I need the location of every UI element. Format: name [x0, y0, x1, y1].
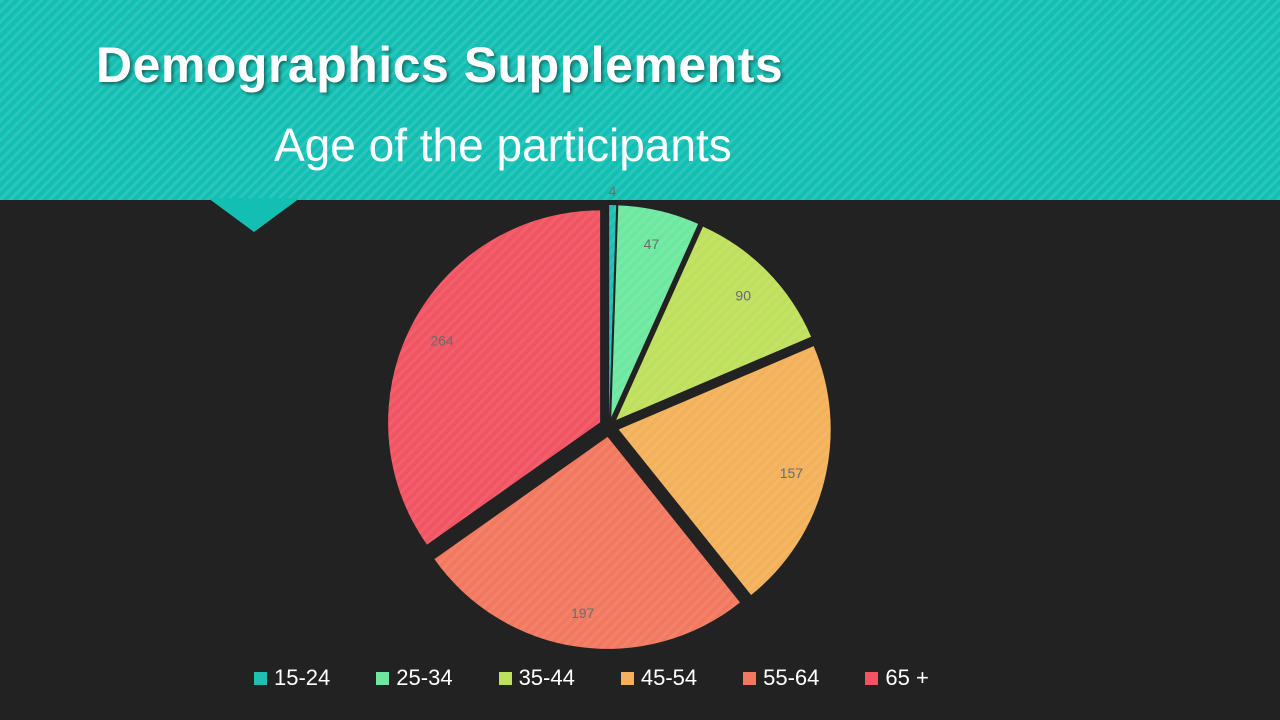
legend-swatch: [865, 671, 879, 685]
legend-label: 55-64: [763, 665, 820, 690]
legend-swatch: [743, 671, 757, 685]
legend-item: 45-54: [620, 665, 698, 691]
data-label: 90: [735, 287, 751, 303]
legend-swatch: [498, 671, 512, 685]
pie-slice-45-54: [618, 346, 831, 595]
legend-label: 25-34: [396, 665, 453, 690]
legend-swatch: [254, 671, 267, 685]
pie-slice-65: [388, 210, 601, 545]
data-label: 197: [571, 605, 595, 621]
legend-label: 15-24: [274, 665, 331, 690]
title-banner: [0, 0, 1280, 200]
legend-swatch: [620, 671, 634, 685]
data-label: 264: [430, 332, 454, 348]
legend-item: 15-24: [254, 665, 330, 691]
legend-swatch: [376, 671, 390, 685]
slide-subtitle: Age of the participants: [274, 119, 732, 171]
legend-item: 65 +: [865, 665, 929, 691]
banner-pointer: [208, 198, 300, 232]
pie-slice-55-64: [434, 436, 741, 649]
data-label: 47: [644, 236, 660, 252]
pie-slice-35-44: [616, 226, 812, 420]
legend-item: 35-44: [498, 665, 575, 691]
pie-slice-25-34: [611, 205, 699, 418]
pie-slice-15-24: [609, 205, 617, 418]
legend-label: 65 +: [885, 665, 929, 690]
legend-item: 55-64: [743, 665, 819, 691]
slide-title: Demographics Supplements: [96, 37, 784, 93]
legend-item: 25-34: [376, 665, 453, 691]
chart-legend: 15-24 25-34 35-44 45-54 55-64 65 +: [254, 662, 975, 694]
data-label: 157: [780, 465, 804, 481]
legend-label: 35-44: [518, 665, 575, 690]
legend-label: 45-54: [640, 665, 698, 690]
data-label: 4: [609, 183, 617, 199]
